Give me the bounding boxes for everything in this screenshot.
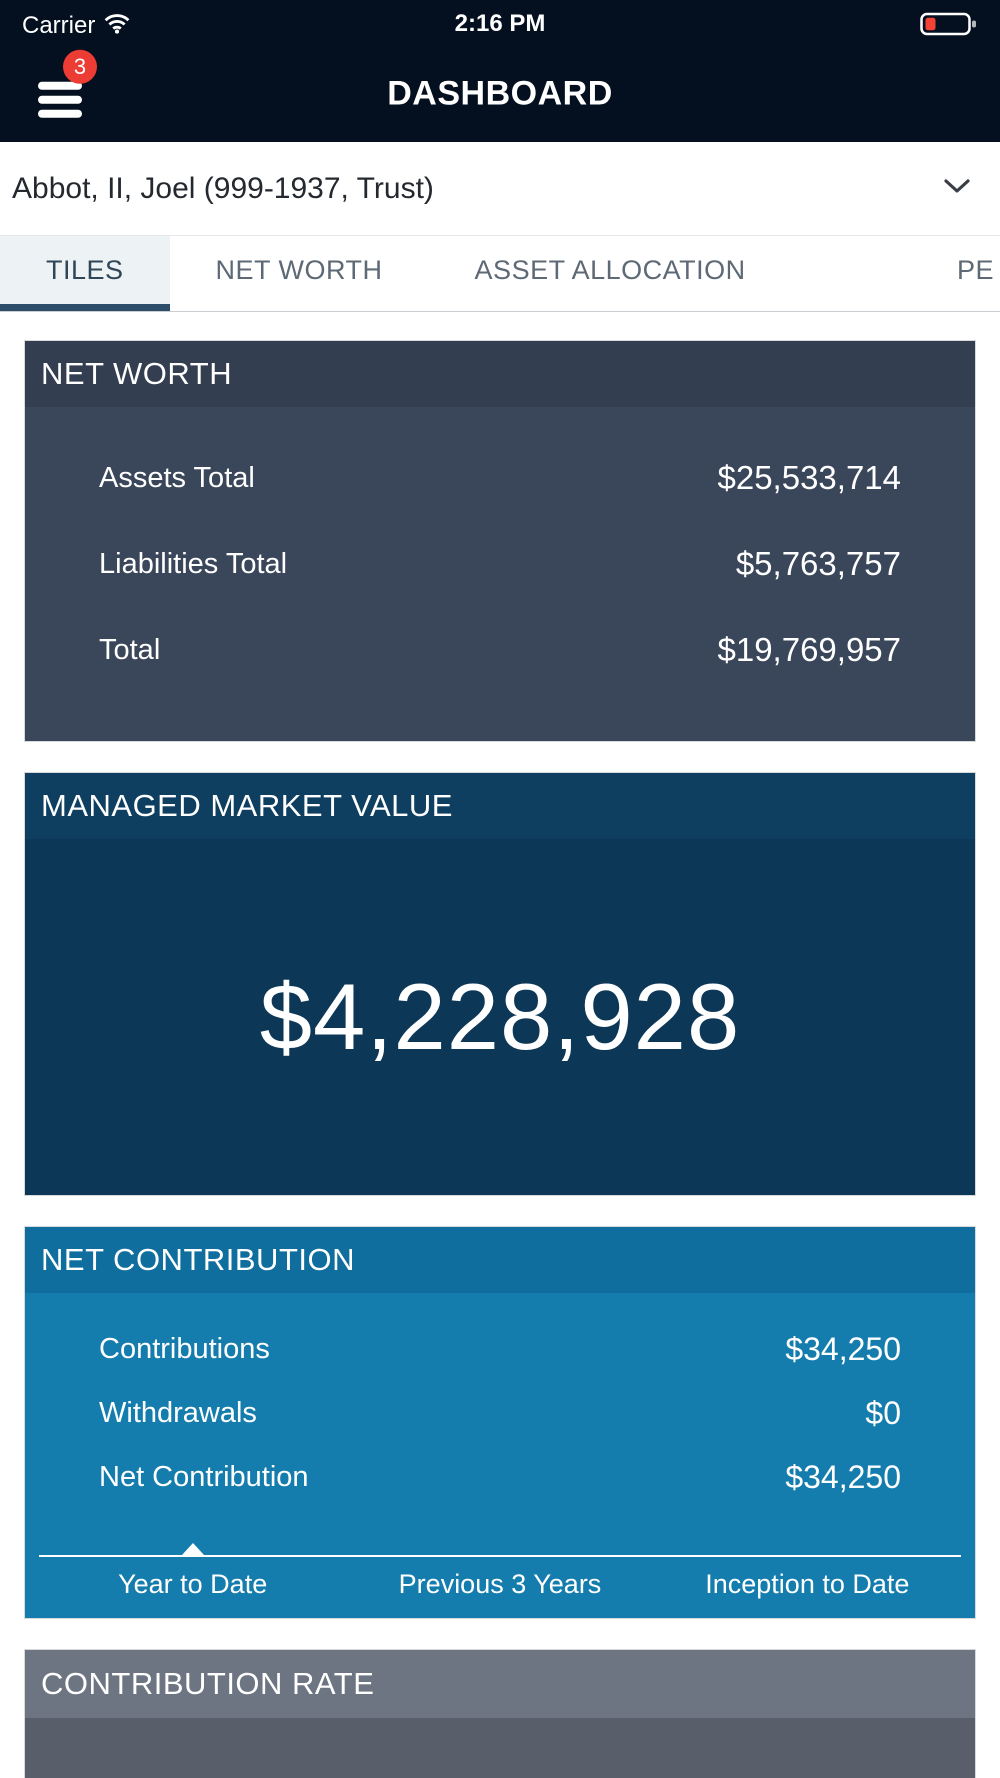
net-worth-card-title: NET WORTH: [25, 341, 975, 407]
contribution-rate-card-title: CONTRIBUTION RATE: [25, 1650, 975, 1718]
account-selector[interactable]: Abbot, II, Joel (999-1937, Trust): [0, 142, 1000, 236]
tab-tiles[interactable]: TILES: [0, 236, 170, 311]
managed-market-value-card-body: $4,228,928: [25, 839, 975, 1195]
row-label: Net Contribution: [99, 1460, 309, 1493]
active-period-caret-icon: [181, 1543, 204, 1555]
table-row: Contributions $34,250: [25, 1317, 975, 1381]
row-value: $34,250: [785, 1458, 901, 1495]
table-row: Withdrawals $0: [25, 1381, 975, 1445]
managed-market-value-card-title: MANAGED MARKET VALUE: [25, 773, 975, 839]
period-inception-to-date[interactable]: Inception to Date: [705, 1569, 910, 1599]
status-bar: Carrier 2:16 PM: [0, 0, 1000, 46]
battery-icon: [920, 11, 978, 42]
row-value: $25,533,714: [717, 459, 901, 496]
period-year-to-date[interactable]: Year to Date: [118, 1569, 268, 1599]
tab-net-worth[interactable]: NET WORTH: [215, 254, 383, 285]
table-row: Liabilities Total $5,763,757: [25, 521, 975, 607]
managed-market-value: $4,228,928: [259, 964, 741, 1069]
tiles-content: NET WORTH Assets Total $25,533,714 Liabi…: [0, 312, 1000, 1778]
row-label: Assets Total: [99, 461, 255, 494]
table-row: Assets Total $25,533,714: [25, 435, 975, 521]
tab-bar: TILES NET WORTH ASSET ALLOCATION PE: [0, 236, 1000, 312]
net-worth-card-body: Assets Total $25,533,714 Liabilities Tot…: [25, 407, 975, 741]
row-label: Withdrawals: [99, 1396, 257, 1429]
net-contribution-card-title: NET CONTRIBUTION: [25, 1227, 975, 1293]
row-value: $5,763,757: [735, 545, 901, 582]
table-row: Net Contribution $34,250: [25, 1445, 975, 1509]
menu-button[interactable]: 3: [38, 49, 97, 124]
account-name: Abbot, II, Joel (999-1937, Trust): [12, 171, 434, 205]
tab-performance[interactable]: PE: [956, 254, 994, 285]
period-previous-3-years[interactable]: Previous 3 Years: [398, 1569, 602, 1599]
table-row: Total $19,769,957: [25, 607, 975, 693]
status-bar-right: [920, 11, 978, 42]
row-label: Contributions: [99, 1332, 270, 1365]
row-value: $19,769,957: [717, 631, 901, 668]
tab-asset-allocation[interactable]: ASSET ALLOCATION: [474, 254, 746, 285]
row-label: Liabilities Total: [99, 547, 288, 580]
row-value: $0: [865, 1394, 901, 1431]
row-label: Total: [99, 633, 161, 666]
managed-market-value-card: MANAGED MARKET VALUE $4,228,928: [24, 772, 976, 1196]
nav-bar: 3 DASHBOARD: [0, 46, 1000, 142]
contribution-rate-card: CONTRIBUTION RATE: [24, 1649, 976, 1778]
status-bar-left: Carrier: [22, 12, 130, 40]
carrier-label: Carrier: [22, 12, 96, 39]
net-worth-card: NET WORTH Assets Total $25,533,714 Liabi…: [24, 340, 976, 742]
net-contribution-card: NET CONTRIBUTION Contributions $34,250 W…: [24, 1226, 976, 1619]
app-header: Carrier 2:16 PM: [0, 0, 1000, 142]
notification-badge: 3: [63, 49, 97, 84]
row-value: $34,250: [785, 1330, 901, 1367]
period-selector: Year to Date Previous 3 Years Inception …: [25, 1557, 975, 1618]
period-selector-divider: [39, 1543, 961, 1557]
contribution-rate-card-body: [25, 1718, 975, 1778]
wifi-icon: [104, 13, 130, 39]
net-contribution-card-body: Contributions $34,250 Withdrawals $0 Net…: [25, 1293, 975, 1618]
hamburger-icon: [38, 81, 86, 118]
page-title: DASHBOARD: [387, 74, 613, 113]
clock-label: 2:16 PM: [454, 10, 546, 37]
chevron-down-icon[interactable]: [942, 177, 972, 200]
